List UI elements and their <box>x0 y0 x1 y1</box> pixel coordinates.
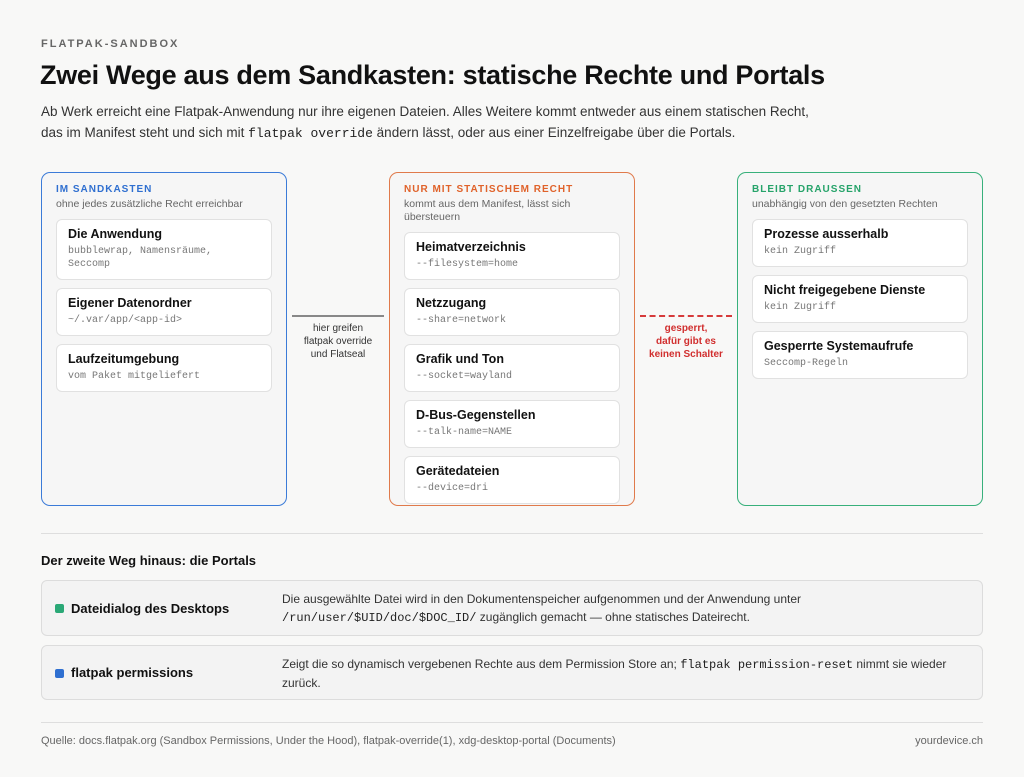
card-subtitle: --talk-name=NAME <box>416 427 513 438</box>
card-die-anwendung: Die Anwendung bubblewrap, Namensräume, S… <box>56 219 272 280</box>
portals-heading: Der zweite Weg hinaus: die Portals <box>41 553 257 568</box>
portal-name: flatpak permissions <box>71 665 194 680</box>
card-laufzeitumgebung: Laufzeitumgebung vom Paket mitgeliefert <box>56 344 272 392</box>
site-link[interactable]: yourdevice.ch <box>915 735 983 747</box>
connector-label-line: dafür gibt es <box>655 336 716 347</box>
card-title: Netzzugang <box>416 296 487 310</box>
card-title: Gerätedateien <box>416 464 500 478</box>
portal-row-permissions: flatpak permissions Zeigt die so dynamis… <box>41 645 983 700</box>
section-divider <box>41 533 983 534</box>
card-title: Die Anwendung <box>68 227 162 241</box>
connector-label-line: hier greifen <box>312 323 364 334</box>
portal-desc-text: zugänglich gemacht — ohne statisches Dat… <box>476 610 750 624</box>
connector-override-label: hier greifen flatpak override und Flatse… <box>292 322 384 361</box>
card-grafik-und-ton: Grafik und Ton --socket=wayland <box>404 344 620 392</box>
portal-desc-text: Die ausgewählte Datei wird in den Dokume… <box>282 592 801 606</box>
connector-blocked-line <box>640 315 732 317</box>
connector-override-line <box>292 315 384 317</box>
connector-label-line: und Flatseal <box>310 349 366 360</box>
intro-line-2-post: ändern lässt, oder aus einer Einzelfreig… <box>372 125 736 140</box>
portal-name: Dateidialog des Desktops <box>71 601 230 616</box>
card-gesperrte-systemaufrufe: Gesperrte Systemaufrufe Seccomp-Regeln <box>752 331 968 379</box>
card-dbus-gegenstellen: D-Bus-Gegenstellen --talk-name=NAME <box>404 400 620 448</box>
card-title: Gesperrte Systemaufrufe <box>764 339 914 353</box>
column-stays-outside: BLEIBT DRAUSSEN unabhängig von den geset… <box>737 172 983 506</box>
card-subtitle: kein Zugriff <box>764 302 837 313</box>
card-title: Eigener Datenordner <box>68 296 192 310</box>
intro-text: Ab Werk erreicht eine Flatpak-Anwendung … <box>41 101 941 144</box>
card-title: D-Bus-Gegenstellen <box>416 408 536 422</box>
column-subtitle: unabhängig von den gesetzten Rechten <box>752 198 938 210</box>
portal-desc-text: Zeigt die so dynamisch vergebenen Rechte… <box>282 657 681 671</box>
portal-description: Die ausgewählte Datei wird in den Dokume… <box>282 590 972 627</box>
connector-label-line: flatpak override <box>303 336 373 347</box>
intro-line-1: Ab Werk erreicht eine Flatpak-Anwendung … <box>41 104 809 119</box>
card-subtitle: kein Zugriff <box>764 246 837 257</box>
card-title: Grafik und Ton <box>416 352 504 366</box>
card-title: Prozesse ausserhalb <box>764 227 889 241</box>
intro-line-2-pre: das im Manifest steht und sich mit <box>41 125 249 140</box>
portal-desc-code: /run/user/$UID/doc/$DOC_ID/ <box>282 611 477 625</box>
card-subtitle: bubblewrap, Namensräume, Seccomp <box>68 246 213 270</box>
connector-blocked-label: gesperrt, dafür gibt es keinen Schalter <box>634 322 738 361</box>
portal-row-dateidialog: Dateidialog des Desktops Die ausgewählte… <box>41 580 983 636</box>
card-subtitle: --device=dri <box>416 483 489 494</box>
connector-label-line: gesperrt, <box>664 323 708 334</box>
card-heimatverzeichnis: Heimatverzeichnis --filesystem=home <box>404 232 620 280</box>
page-title: Zwei Wege aus dem Sandkasten: statische … <box>40 60 825 90</box>
card-nicht-freigegebene-dienste: Nicht freigegebene Dienste kein Zugriff <box>752 275 968 323</box>
card-geraetedateien: Gerätedateien --device=dri <box>404 456 620 504</box>
card-title: Nicht freigegebene Dienste <box>764 283 926 297</box>
card-title: Laufzeitumgebung <box>68 352 180 366</box>
portal-desc-text: nimmt sie wieder zurück. <box>282 657 947 690</box>
column-subtitle: kommt aus dem Manifest, lässt sich übers… <box>404 198 571 223</box>
source-credit: Quelle: docs.flatpak.org (Sandbox Permis… <box>41 735 616 747</box>
card-prozesse-ausserhalb: Prozesse ausserhalb kein Zugriff <box>752 219 968 267</box>
column-heading: IM SANDKASTEN <box>56 184 153 195</box>
connector-label-line: keinen Schalter <box>649 349 723 360</box>
eyebrow-label: FLATPAK-SANDBOX <box>41 38 180 50</box>
square-bullet-icon <box>55 604 64 613</box>
card-netzzugang: Netzzugang --share=network <box>404 288 620 336</box>
column-heading: NUR MIT STATISCHEM RECHT <box>404 184 574 195</box>
card-subtitle: --filesystem=home <box>416 259 519 270</box>
column-heading: BLEIBT DRAUSSEN <box>752 184 863 195</box>
portal-description: Zeigt die so dynamisch vergebenen Rechte… <box>282 655 972 692</box>
card-subtitle: ~/.var/app/<app-id> <box>68 315 183 326</box>
column-sandbox: IM SANDKASTEN ohne jedes zusätzliche Rec… <box>41 172 287 506</box>
card-eigener-datenordner: Eigener Datenordner ~/.var/app/<app-id> <box>56 288 272 336</box>
card-title: Heimatverzeichnis <box>416 240 526 254</box>
portal-desc-code: flatpak permission-reset <box>680 658 854 672</box>
card-subtitle: vom Paket mitgeliefert <box>68 371 201 382</box>
intro-code: flatpak override <box>248 126 373 141</box>
column-subtitle: ohne jedes zusätzliche Recht erreichbar <box>56 198 243 210</box>
card-subtitle: Seccomp-Regeln <box>764 358 849 369</box>
square-bullet-icon <box>55 669 64 678</box>
card-subtitle: --socket=wayland <box>416 371 513 382</box>
column-static-permission: NUR MIT STATISCHEM RECHT kommt aus dem M… <box>389 172 635 506</box>
footer-divider <box>41 722 983 723</box>
card-subtitle: --share=network <box>416 315 507 326</box>
